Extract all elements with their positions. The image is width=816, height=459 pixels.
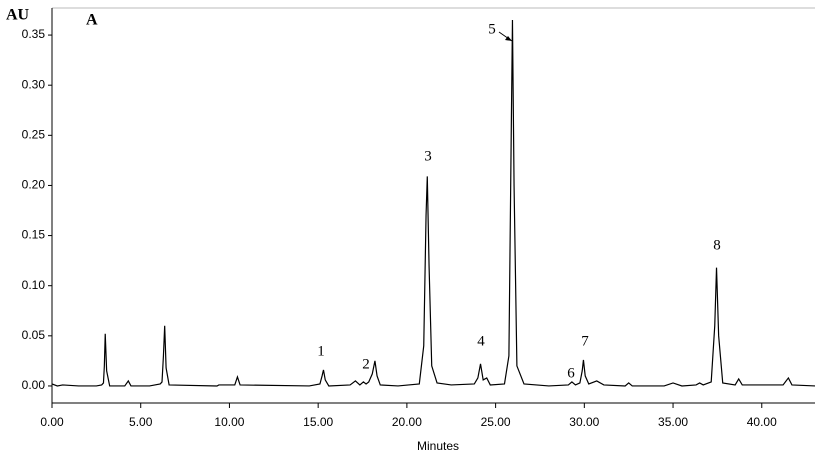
x-tick-label: 0.00 xyxy=(40,415,64,429)
y-tick-label: 0.00 xyxy=(22,378,46,392)
y-axis-label: AU xyxy=(6,7,30,24)
y-tick-label: 0.30 xyxy=(22,77,46,91)
peak-label: 5 xyxy=(488,21,496,37)
panel-label: A xyxy=(86,12,98,29)
x-tick-label: 5.00 xyxy=(129,415,153,429)
peak-label: 1 xyxy=(317,343,325,359)
trace-line xyxy=(51,20,816,387)
x-tick-label: 40.00 xyxy=(747,415,777,429)
y-tick-label: 0.20 xyxy=(22,178,46,192)
peak-label: 4 xyxy=(477,333,485,349)
y-tick-label: 0.05 xyxy=(22,328,46,342)
peak-label: 2 xyxy=(362,356,370,372)
x-tick-label: 25.00 xyxy=(481,415,511,429)
x-tick-label: 20.00 xyxy=(392,415,422,429)
y-tick-label: 0.10 xyxy=(22,278,46,292)
y-tick-label: 0.25 xyxy=(22,127,46,141)
y-tick-label: 0.15 xyxy=(22,228,46,242)
peak-label: 7 xyxy=(581,333,589,349)
peak-label: 6 xyxy=(567,365,575,381)
peak-label: 3 xyxy=(424,148,432,164)
x-tick-label: 30.00 xyxy=(569,415,599,429)
x-tick-label: 10.00 xyxy=(214,415,244,429)
x-tick-label: 15.00 xyxy=(303,415,333,429)
peak-label: 8 xyxy=(713,237,721,253)
annotation-arrowhead xyxy=(505,36,512,41)
x-axis-label: Minutes xyxy=(417,439,459,453)
x-tick-label: 35.00 xyxy=(658,415,688,429)
y-tick-label: 0.35 xyxy=(22,27,46,41)
